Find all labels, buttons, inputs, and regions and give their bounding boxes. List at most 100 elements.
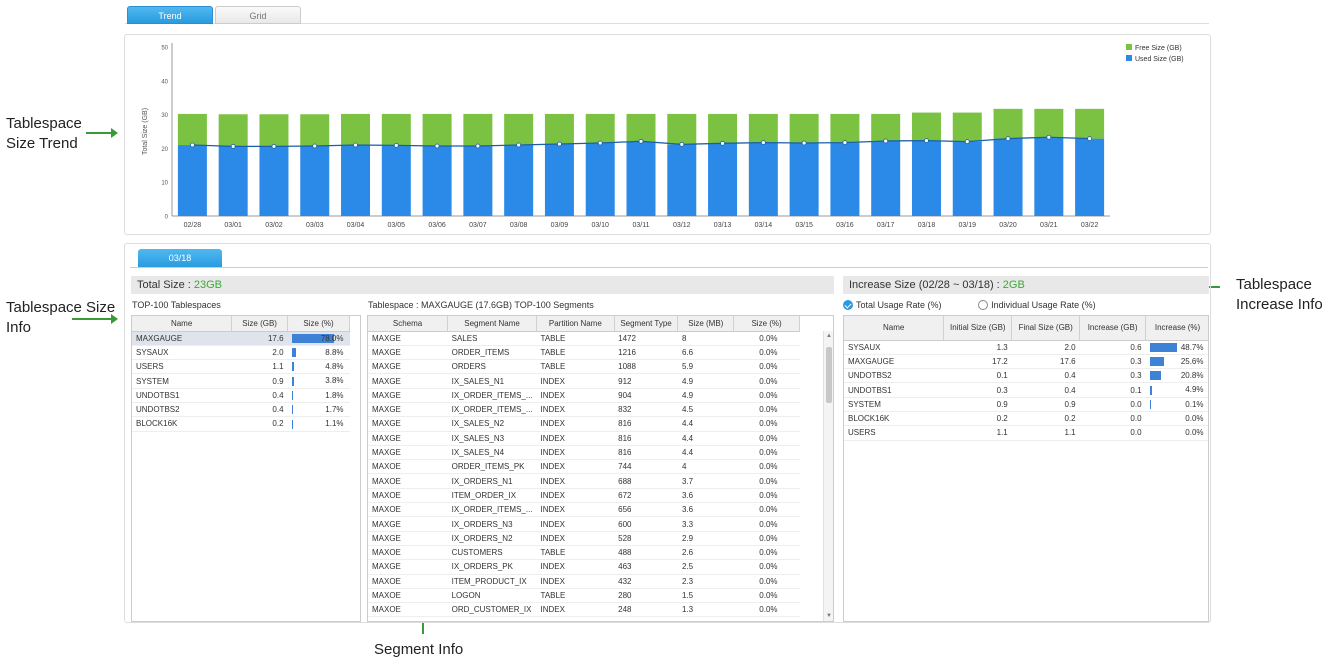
used-point: [964, 139, 970, 145]
inc-row[interactable]: USERS 1.1 1.1 0.0 0.0%: [844, 425, 1208, 441]
ts-row[interactable]: UNDOTBS1 0.4 1.8%: [132, 388, 350, 403]
ts-col-header[interactable]: Size (GB): [231, 316, 289, 332]
seg-row[interactable]: MAXGE IX_ORDER_ITEMS_... INDEX 832 4.5 0.0%: [368, 402, 800, 418]
usage-rate-options: Total Usage Rate (%) Individual Usage Ra…: [843, 300, 1096, 310]
seg-col-header[interactable]: Schema: [368, 316, 449, 332]
seg-row[interactable]: MAXOE ITEM_ORDER_IX INDEX 672 3.6 0.0%: [368, 488, 800, 504]
annotation-arrow-trend: [86, 128, 118, 138]
seg-schema: MAXGE: [368, 531, 448, 546]
legend-label-used: Used Size (GB): [1135, 56, 1184, 63]
seg-row[interactable]: MAXOE ORDER_ITEMS_PK INDEX 744 4 0.0%: [368, 459, 800, 475]
seg-row[interactable]: MAXOE IX_ORDERS_N1 INDEX 688 3.7 0.0%: [368, 473, 800, 489]
ts-col-header[interactable]: Size (%): [287, 316, 350, 332]
scroll-up-icon[interactable]: ▲: [826, 333, 832, 339]
ts-name: UNDOTBS1: [132, 388, 232, 403]
date-tab-divider: [130, 267, 1208, 268]
seg-pct: 0.0%: [733, 431, 800, 446]
seg-row[interactable]: MAXGE IX_ORDERS_N3 INDEX 600 3.3 0.0%: [368, 516, 800, 532]
seg-row[interactable]: MAXGE IX_SALES_N1 INDEX 912 4.9 0.0%: [368, 373, 800, 389]
inc-row[interactable]: SYSAUX 1.3 2.0 0.6 48.7%: [844, 340, 1208, 355]
x-tick-label: 03/22: [1081, 222, 1099, 229]
seg-row[interactable]: MAXGE ORDER_ITEMS TABLE 1216 6.6 0.0%: [368, 345, 800, 361]
ts-row[interactable]: SYSTEM 0.9 3.8%: [132, 373, 350, 389]
seg-partition: INDEX: [536, 616, 615, 621]
inc-name: UNDOTBS2: [844, 368, 944, 384]
seg-row[interactable]: MAXOE ORD_CUSTOMER_IX INDEX 248 1.3 0.0%: [368, 602, 800, 618]
ts-pct-bar: [291, 405, 294, 415]
seg-row[interactable]: MAXGE SALES TABLE 1472 8 0.0%: [368, 331, 800, 346]
radio-checked-icon: [843, 300, 853, 310]
ts-name: SYSTEM: [132, 373, 232, 389]
seg-pct: 0.0%: [733, 359, 800, 375]
ts-row[interactable]: MAXGAUGE 17.6 78.0%: [132, 331, 350, 346]
seg-col-header[interactable]: Segment Name: [447, 316, 538, 332]
bar-used: [952, 141, 982, 216]
inc-pct-label: 0.1%: [1185, 399, 1204, 409]
seg-row[interactable]: MAXOE LOGON TABLE 280 1.5 0.0%: [368, 588, 800, 604]
seg-name: IX_SALES_N1: [447, 373, 537, 389]
scroll-down-icon[interactable]: ▼: [826, 613, 832, 619]
inc-row[interactable]: UNDOTBS1 0.3 0.4 0.1 4.9%: [844, 382, 1208, 398]
inc-row[interactable]: SYSTEM 0.9 0.9 0.0 0.1%: [844, 397, 1208, 412]
seg-row[interactable]: MAXGE IX_SALES_N2 INDEX 816 4.4 0.0%: [368, 416, 800, 432]
bar-used: [871, 140, 901, 216]
seg-size: 1.3: [677, 602, 734, 618]
seg-row[interactable]: MAXOE IX_ORDER_ITEMS_... INDEX 656 3.6 0.0%: [368, 502, 800, 518]
ts-pct-bar: [291, 348, 297, 358]
seg-size: 2.6: [677, 545, 734, 561]
bar-used: [300, 146, 330, 216]
bar-used: [911, 140, 941, 216]
ts-pct-cell: 3.8%: [287, 373, 350, 389]
seg-row[interactable]: MAXOE ITEM_PRODUCT_IX INDEX 432 2.3 0.0%: [368, 574, 800, 589]
bar-free: [952, 112, 982, 142]
used-point: [353, 142, 358, 148]
bar-used: [1034, 137, 1064, 216]
inc-row[interactable]: BLOCK16K 0.2 0.2 0.0 0.0%: [844, 411, 1208, 427]
seg-partition: INDEX: [536, 502, 615, 518]
ts-row[interactable]: USERS 1.1 4.8%: [132, 359, 350, 375]
seg-row[interactable]: MAXGE IX_SALES_N4 INDEX 816 4.4 0.0%: [368, 445, 800, 461]
inc-col-header[interactable]: Initial Size (GB): [943, 316, 1013, 341]
inc-gb: 0.0: [1079, 397, 1146, 412]
ts-row[interactable]: BLOCK16K 0.2 1.1%: [132, 416, 350, 432]
tab-date[interactable]: 03/18: [138, 249, 222, 267]
inc-row[interactable]: MAXGAUGE 17.2 17.6 0.3 25.6%: [844, 354, 1208, 370]
seg-size: 1.5: [677, 588, 734, 604]
ts-row[interactable]: UNDOTBS2 0.4 1.7%: [132, 402, 350, 418]
inc-name: SYSTEM: [844, 397, 944, 412]
inc-pct-label: 20.8%: [1180, 371, 1204, 381]
radio-total-usage[interactable]: Total Usage Rate (%): [843, 300, 942, 310]
radio-individual-usage[interactable]: Individual Usage Rate (%): [978, 300, 1096, 310]
tab-trend[interactable]: Trend: [127, 6, 213, 24]
used-point: [271, 143, 277, 149]
ts-name: MAXGAUGE: [132, 331, 232, 346]
ts-col-header[interactable]: Name: [132, 316, 233, 332]
inc-col-header[interactable]: Name: [844, 316, 945, 341]
bar-used: [1075, 138, 1105, 216]
ts-row[interactable]: SYSAUX 2.0 8.8%: [132, 345, 350, 361]
seg-col-header[interactable]: Partition Name: [536, 316, 615, 332]
inc-col-header[interactable]: Increase (%): [1145, 316, 1208, 341]
seg-row[interactable]: MAXOE CUSTOMERS TABLE 488 2.6 0.0%: [368, 545, 800, 561]
tab-grid[interactable]: Grid: [215, 6, 301, 24]
used-point: [475, 143, 481, 149]
seg-schema: MAXGE: [368, 345, 448, 361]
seg-col-header[interactable]: Segment Type: [614, 316, 679, 332]
x-tick-label: 03/19: [958, 222, 976, 229]
seg-row[interactable]: MAXGE IX_ORDER_ITEMS_... INDEX 904 4.9 0.0%: [368, 388, 800, 403]
inc-col-header[interactable]: Final Size (GB): [1011, 316, 1081, 341]
seg-col-header[interactable]: Size (MB): [677, 316, 735, 332]
seg-row[interactable]: MAXGE IX_SALES_N3 INDEX 816 4.4 0.0%: [368, 431, 800, 446]
seg-row[interactable]: MAXGE ORDERS TABLE 1088 5.9 0.0%: [368, 359, 800, 375]
seg-row[interactable]: MAXGE IX_ORDERS_PK INDEX 463 2.5 0.0%: [368, 559, 800, 575]
seg-row[interactable]: MAXGE IX_ORDERS_N2 INDEX 528 2.9 0.0%: [368, 531, 800, 546]
inc-col-header[interactable]: Increase (GB): [1079, 316, 1147, 341]
seg-schema: MAXGE: [368, 516, 448, 532]
seg-col-header[interactable]: Size (%): [733, 316, 800, 332]
inc-row[interactable]: UNDOTBS2 0.1 0.4 0.3 20.8%: [844, 368, 1208, 384]
segments-scrollbar[interactable]: ▲ ▼: [823, 331, 833, 621]
scroll-thumb[interactable]: [826, 347, 832, 403]
inc-pct-bar: [1149, 371, 1162, 381]
seg-pct: 0.0%: [733, 459, 800, 475]
